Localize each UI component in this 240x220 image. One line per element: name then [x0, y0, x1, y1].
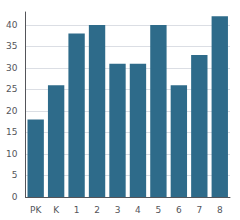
svg-text:30: 30 [6, 63, 18, 73]
svg-text:20: 20 [6, 106, 18, 116]
svg-text:PK: PK [30, 205, 42, 215]
svg-text:6: 6 [176, 205, 182, 215]
svg-text:10: 10 [6, 149, 18, 159]
svg-text:25: 25 [6, 84, 17, 94]
svg-text:5: 5 [12, 170, 18, 180]
svg-text:40: 40 [6, 20, 18, 30]
svg-text:2: 2 [94, 205, 100, 215]
svg-text:4: 4 [135, 205, 141, 215]
svg-text:35: 35 [6, 41, 17, 51]
svg-text:1: 1 [74, 205, 80, 215]
svg-text:0: 0 [12, 192, 18, 202]
svg-text:5: 5 [156, 205, 162, 215]
svg-text:15: 15 [6, 127, 17, 137]
svg-text:7: 7 [196, 205, 202, 215]
svg-text:8: 8 [217, 205, 223, 215]
svg-text:K: K [53, 205, 60, 215]
svg-text:3: 3 [115, 205, 121, 215]
